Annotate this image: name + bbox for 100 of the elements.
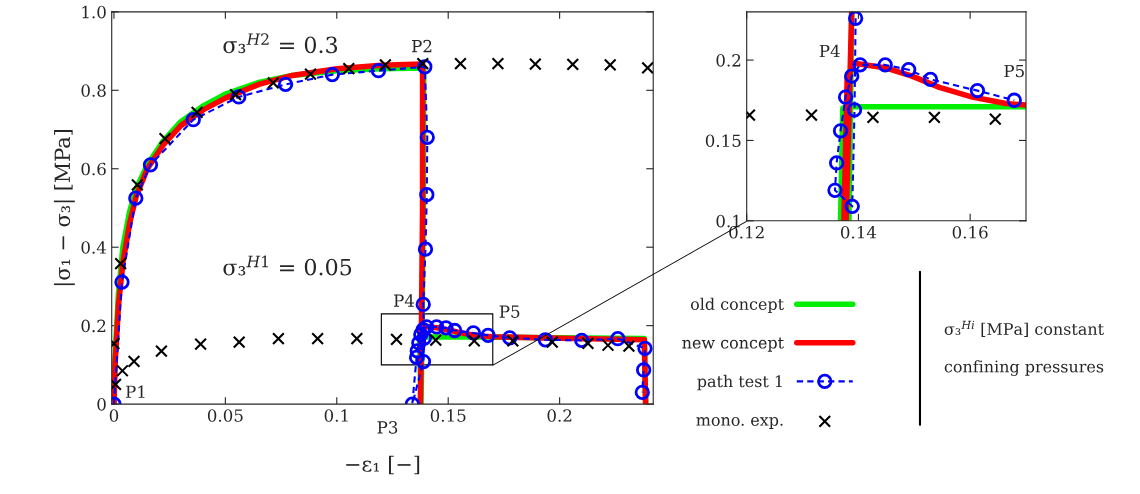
point [846,102,863,118]
point [409,343,425,359]
point [116,364,129,378]
y-tick-label: 0.8 [81,84,106,97]
point [154,344,168,358]
point [847,11,864,26]
point [467,334,481,348]
annotation: σ₃$^{H1}$ = 0.05 [223,255,352,276]
y-tick-label: 1.0 [82,5,106,19]
annotation: P1 [125,385,145,398]
point [634,384,650,400]
point [545,335,559,349]
point [844,198,860,214]
y-tick-label: 0.2 [716,54,741,67]
y-tick-label: 0 [97,398,106,411]
point [480,327,496,344]
point [232,335,246,349]
point [185,112,201,128]
point [581,336,595,350]
annotation: P4 [394,294,415,307]
point [415,296,431,313]
legend-label: old concept [690,297,784,314]
point [114,257,128,271]
annotation: P2 [412,39,432,53]
annotation: σ₃$^{H2}$ = 0.3 [223,33,338,54]
point [610,331,626,347]
point [408,349,425,366]
point [370,63,387,79]
y-tick-label: 0.1 [716,214,740,228]
point [158,132,172,145]
y-tick-label: 0.6 [81,162,106,176]
point [636,362,652,378]
point [603,58,617,72]
point [827,182,843,198]
x-tick-label: 0.2 [547,409,572,422]
point [528,57,542,71]
x-tick-label: 0.05 [207,409,243,422]
point [417,241,434,257]
point [877,57,893,73]
point [901,62,917,78]
point [419,129,435,146]
point [350,332,364,346]
point [491,57,505,71]
point [271,332,285,346]
y-tick-label: 0.4 [81,241,107,254]
point [311,332,325,346]
point [390,332,403,346]
point [828,155,845,171]
x-tick-label: 0 [109,409,119,422]
point [601,338,615,352]
point [454,57,467,71]
x-axis-title: −ε₁ [−] [346,455,420,475]
point [128,190,144,206]
point [837,89,854,105]
point [622,339,636,353]
point [988,112,1002,126]
legend-label: new concept [682,337,784,352]
point [832,123,849,139]
annotation: P5 [1004,64,1024,78]
point [419,187,435,203]
point [415,321,431,338]
x-tick-label: 0.15 [430,409,466,422]
point [1006,92,1022,108]
point [506,334,520,348]
point [852,57,868,73]
y-tick-label: 0.15 [705,134,741,148]
point [266,76,280,90]
x-tick-label: 0.14 [840,225,877,239]
point [866,111,880,124]
text: σ₃$^{Hi}$ [MPa] constant [944,320,1104,337]
point [641,61,654,75]
point [304,67,317,81]
y-tick-label: 0.2 [81,319,106,333]
point [229,88,243,102]
point [637,340,653,357]
point [428,319,445,335]
point [429,333,443,347]
x-tick-label: 0.1 [324,409,348,422]
legend-label: mono. exp. [696,417,783,429]
x-tick-label: 0.12 [729,225,764,239]
y-axis-title: |σ₁ − σ₃| [MPa] [53,129,75,286]
annotation: P3 [377,421,398,434]
point [922,71,939,88]
point [127,354,141,368]
point [416,57,430,71]
point [969,82,986,99]
point [566,58,580,71]
point [194,337,208,351]
point [844,68,860,84]
annotation: P5 [499,305,520,318]
point [130,178,144,192]
point [438,320,454,336]
legend-label: path test 1 [697,374,782,391]
point [447,322,463,339]
point [415,353,432,370]
point [927,111,941,124]
text: confining pressures [944,360,1104,376]
point [324,66,340,83]
point [142,157,159,173]
point [411,335,427,351]
